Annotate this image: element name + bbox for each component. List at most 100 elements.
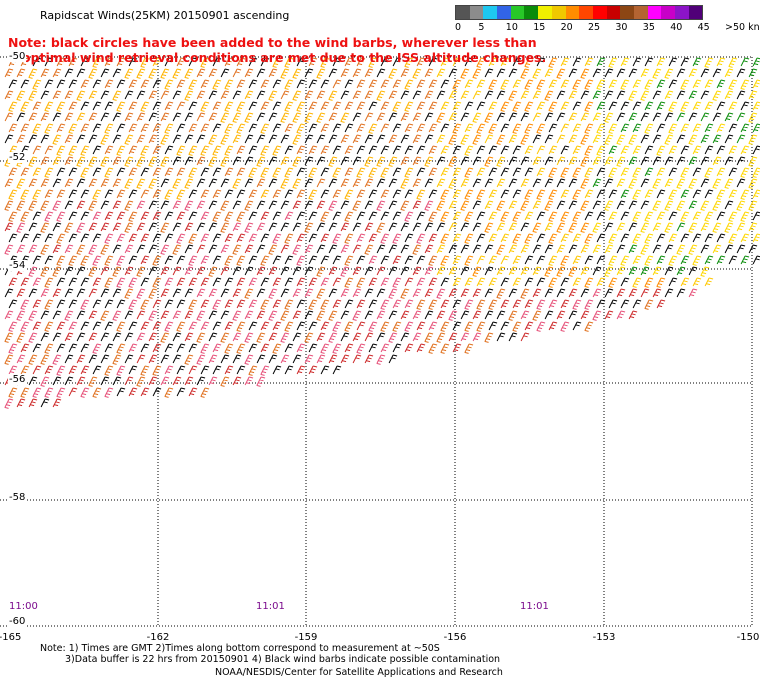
wind-barb xyxy=(520,134,530,145)
wind-barb xyxy=(284,343,294,353)
wind-barb xyxy=(560,167,570,178)
wind-barb xyxy=(68,387,78,397)
wind-barb xyxy=(56,233,66,244)
wind-barb xyxy=(640,112,650,122)
wind-barb xyxy=(424,134,434,144)
wind-barb xyxy=(668,277,678,287)
wind-barb xyxy=(136,244,146,254)
wind-barb xyxy=(548,101,558,112)
wind-barb xyxy=(428,233,438,243)
wind-barb xyxy=(352,178,362,188)
wind-barb xyxy=(476,321,486,332)
wind-barb xyxy=(404,233,414,243)
wind-barb xyxy=(592,310,602,321)
wind-barb xyxy=(532,310,542,321)
wind-barb xyxy=(476,101,486,111)
wind-barb xyxy=(244,376,254,386)
wind-barb xyxy=(284,57,294,68)
wind-barb xyxy=(364,178,374,188)
wind-barb xyxy=(332,343,342,354)
wind-barb xyxy=(352,134,362,144)
wind-barb xyxy=(340,288,350,298)
wind-barb xyxy=(152,101,162,111)
wind-barb xyxy=(244,134,254,144)
wind-barb xyxy=(52,288,62,298)
wind-barb xyxy=(188,343,198,353)
wind-barb xyxy=(712,68,722,78)
wind-barb xyxy=(728,123,738,133)
wind-barb xyxy=(464,167,474,178)
wind-barb xyxy=(308,189,318,200)
wind-barb xyxy=(20,57,30,67)
wind-barb xyxy=(476,211,486,221)
wind-barb xyxy=(524,145,534,155)
wind-barb xyxy=(692,233,702,243)
wind-barb xyxy=(40,376,50,387)
wind-barb xyxy=(176,167,186,177)
wind-barb xyxy=(8,387,18,398)
wind-barb xyxy=(164,167,174,177)
wind-barb xyxy=(556,288,566,298)
wind-barb xyxy=(88,178,98,188)
wind-barb xyxy=(424,178,434,188)
wind-barb xyxy=(320,365,330,375)
wind-barb xyxy=(164,233,174,243)
wind-barb xyxy=(100,68,110,78)
wind-barb xyxy=(304,200,314,210)
time-label-3: 11:01 xyxy=(520,601,549,612)
wind-barb xyxy=(112,244,122,254)
wind-barb xyxy=(224,277,234,287)
wind-barb xyxy=(620,255,630,266)
wind-barb xyxy=(616,200,626,210)
wind-barb xyxy=(664,178,674,188)
wind-barb xyxy=(220,310,230,320)
wind-barb xyxy=(488,101,498,111)
wind-barb xyxy=(388,244,398,254)
wind-barb xyxy=(32,145,42,155)
wind-barb xyxy=(184,288,194,298)
lat-label-54: -54 xyxy=(8,260,27,271)
wind-barb xyxy=(28,90,38,101)
wind-barb xyxy=(8,101,18,112)
wind-barb xyxy=(736,200,746,211)
wind-barb xyxy=(484,156,494,167)
wind-barb xyxy=(236,189,246,199)
wind-barb xyxy=(436,112,446,123)
wind-barb xyxy=(32,277,42,287)
wind-barb xyxy=(544,112,554,122)
wind-barb xyxy=(140,321,150,331)
wind-barb xyxy=(104,57,114,67)
wind-barb xyxy=(308,211,318,221)
wind-barb xyxy=(488,255,498,265)
wind-barb xyxy=(508,266,518,276)
wind-barb xyxy=(584,255,594,265)
wind-barb xyxy=(484,288,494,298)
wind-barb xyxy=(604,156,614,166)
wind-barb xyxy=(556,310,566,320)
wind-barb xyxy=(148,178,158,189)
wind-barb xyxy=(716,57,726,67)
colorbar-label: 30 xyxy=(615,22,628,33)
wind-barb xyxy=(748,134,758,145)
wind-barb xyxy=(488,321,498,331)
wind-barb xyxy=(544,68,554,78)
wind-barb xyxy=(32,387,42,398)
wind-barb xyxy=(16,200,26,211)
wind-barb xyxy=(464,299,474,310)
wind-barb xyxy=(116,277,126,288)
wind-barb xyxy=(212,101,222,111)
wind-barb xyxy=(664,68,674,79)
colorbar-label: 25 xyxy=(588,22,601,33)
wind-barb xyxy=(580,156,590,167)
wind-barb xyxy=(172,156,182,166)
wind-barb xyxy=(316,200,326,210)
wind-barb xyxy=(28,134,38,144)
wind-barb xyxy=(40,200,50,211)
wind-barb xyxy=(196,376,206,386)
wind-barb xyxy=(256,332,266,343)
wind-barb xyxy=(424,288,434,298)
wind-barb xyxy=(608,79,618,89)
wind-barb xyxy=(124,332,134,342)
wind-barb xyxy=(724,200,734,210)
wind-barb xyxy=(376,178,386,188)
